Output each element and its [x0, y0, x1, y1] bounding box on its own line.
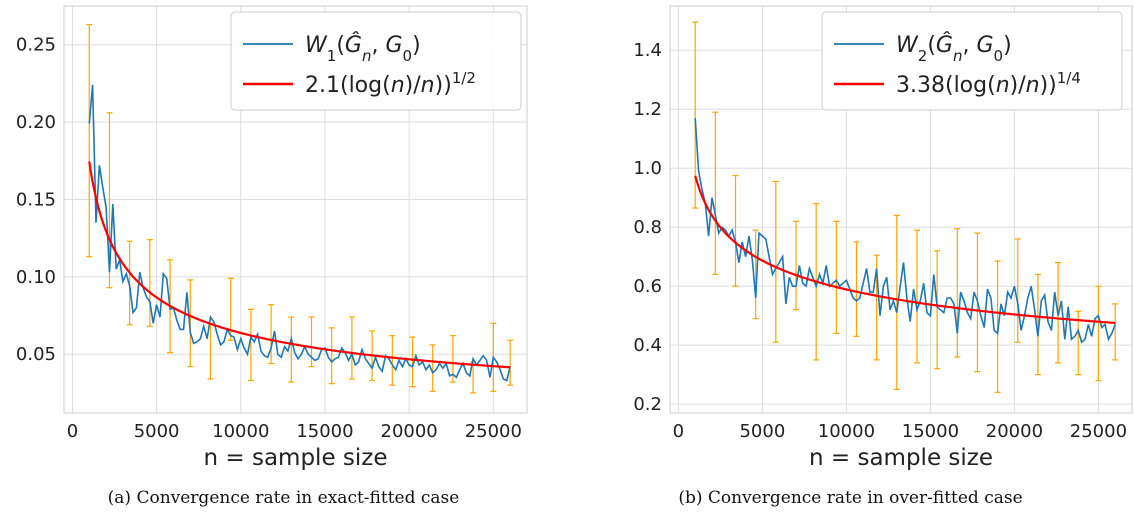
legend: W1(Ĝn, G0) 2.1(log(n)/n))1/2	[230, 11, 522, 111]
series-line-empirical	[694, 118, 1116, 344]
plot-frame	[669, 5, 1133, 414]
caption-text: Convergence rate in exact-fitted case	[136, 488, 460, 508]
series-line-theoretical	[88, 161, 511, 369]
y-tick-label: 1.4	[633, 40, 662, 61]
legend: W2(Ĝn, G0) 3.38(log(n)/n))1/4	[821, 11, 1123, 111]
x-axis-label: n = sample size	[204, 445, 388, 471]
legend-label: 2.1(log(n)/n))1/2	[305, 69, 476, 98]
caption-label: (a)	[107, 488, 132, 508]
caption-text: Convergence rate in over-fitted case	[707, 488, 1023, 508]
x-tick-label: 5000	[134, 421, 180, 442]
x-tick-label: 0	[67, 421, 78, 442]
chart-panel-exact-fitted: 0 5000 10000 15000 20000 25000 0.05 0.10 0.15 0.2…	[0, 5, 567, 508]
y-tick-label: 0.8	[633, 217, 662, 238]
series-line-theoretical	[694, 175, 1116, 325]
y-tick-label: 0.25	[16, 35, 56, 56]
plot-frame	[63, 5, 528, 414]
x-tick-label: 5000	[739, 421, 785, 442]
x-tick-label: 25000	[1070, 421, 1127, 442]
y-tick-label: 0.2	[633, 394, 662, 415]
x-axis-label: n = sample size	[809, 445, 993, 471]
x-tick-label: 10000	[212, 421, 269, 442]
chart-over-fitted: 0 5000 10000 15000 20000 25000 0.2 0.4 0.6 0.8 1.0…	[633, 5, 1133, 471]
chart-exact-fitted: 0 5000 10000 15000 20000 25000 0.05 0.10 0.15 0.2…	[16, 5, 528, 471]
series-line-empirical	[88, 84, 511, 382]
x-tick-label: 25000	[465, 421, 522, 442]
caption-over-fitted: (b) Convergence rate in over-fitted case	[567, 488, 1134, 508]
x-tick-label: 20000	[381, 421, 438, 442]
legend-box	[821, 11, 1123, 111]
y-tick-label: 0.15	[16, 189, 56, 210]
caption-label: (b)	[678, 488, 703, 508]
legend-label: 3.38(log(n)/n))1/4	[896, 69, 1081, 98]
legend-label: W2(Ĝn, G0)	[896, 32, 1012, 65]
chart-panel-over-fitted: 0 5000 10000 15000 20000 25000 0.2 0.4 0.6 0.8 1.0…	[567, 0, 1134, 515]
x-tick-label: 15000	[902, 421, 959, 442]
x-tick-label: 10000	[818, 421, 875, 442]
x-tick-label: 20000	[986, 421, 1043, 442]
legend-box	[230, 11, 522, 111]
y-tick-label: 1.2	[633, 99, 662, 120]
legend-label: W1(Ĝn, G0)	[305, 32, 421, 65]
y-tick-label: 0.10	[16, 267, 56, 288]
x-tick-label: 15000	[296, 421, 353, 442]
y-tick-label: 0.6	[633, 276, 662, 297]
y-tick-label: 0.20	[16, 112, 56, 133]
y-tick-label: 0.4	[633, 335, 662, 356]
x-tick-label: 0	[673, 421, 684, 442]
caption-exact-fitted: (a) Convergence rate in exact-fitted cas…	[0, 488, 567, 508]
y-tick-label: 1.0	[633, 158, 662, 179]
y-tick-label: 0.05	[16, 344, 56, 365]
